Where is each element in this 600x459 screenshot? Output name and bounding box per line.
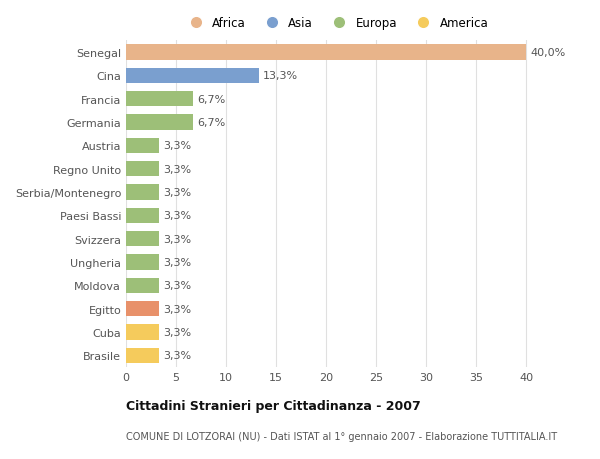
Text: 3,3%: 3,3% <box>163 141 191 151</box>
Bar <box>126 115 193 130</box>
Bar <box>126 139 159 154</box>
Text: 6,7%: 6,7% <box>197 118 225 128</box>
Text: 3,3%: 3,3% <box>163 164 191 174</box>
Bar <box>126 302 159 317</box>
Bar <box>126 185 159 200</box>
Text: Cittadini Stranieri per Cittadinanza - 2007: Cittadini Stranieri per Cittadinanza - 2… <box>126 399 421 412</box>
Text: 3,3%: 3,3% <box>163 351 191 361</box>
Bar <box>126 278 159 293</box>
Bar <box>126 232 159 247</box>
Bar <box>126 45 526 61</box>
Bar <box>126 92 193 107</box>
Text: 3,3%: 3,3% <box>163 304 191 314</box>
Text: 6,7%: 6,7% <box>197 95 225 105</box>
Text: 3,3%: 3,3% <box>163 257 191 268</box>
Text: 40,0%: 40,0% <box>530 48 565 58</box>
Bar <box>126 348 159 363</box>
Bar <box>126 162 159 177</box>
Text: 3,3%: 3,3% <box>163 188 191 198</box>
Text: COMUNE DI LOTZORAI (NU) - Dati ISTAT al 1° gennaio 2007 - Elaborazione TUTTITALI: COMUNE DI LOTZORAI (NU) - Dati ISTAT al … <box>126 431 557 442</box>
Bar <box>126 69 259 84</box>
Bar <box>126 208 159 224</box>
Text: 3,3%: 3,3% <box>163 281 191 291</box>
Text: 13,3%: 13,3% <box>263 71 298 81</box>
Text: 3,3%: 3,3% <box>163 211 191 221</box>
Bar <box>126 255 159 270</box>
Bar <box>126 325 159 340</box>
Text: 3,3%: 3,3% <box>163 234 191 244</box>
Legend: Africa, Asia, Europa, America: Africa, Asia, Europa, America <box>181 15 491 32</box>
Text: 3,3%: 3,3% <box>163 327 191 337</box>
